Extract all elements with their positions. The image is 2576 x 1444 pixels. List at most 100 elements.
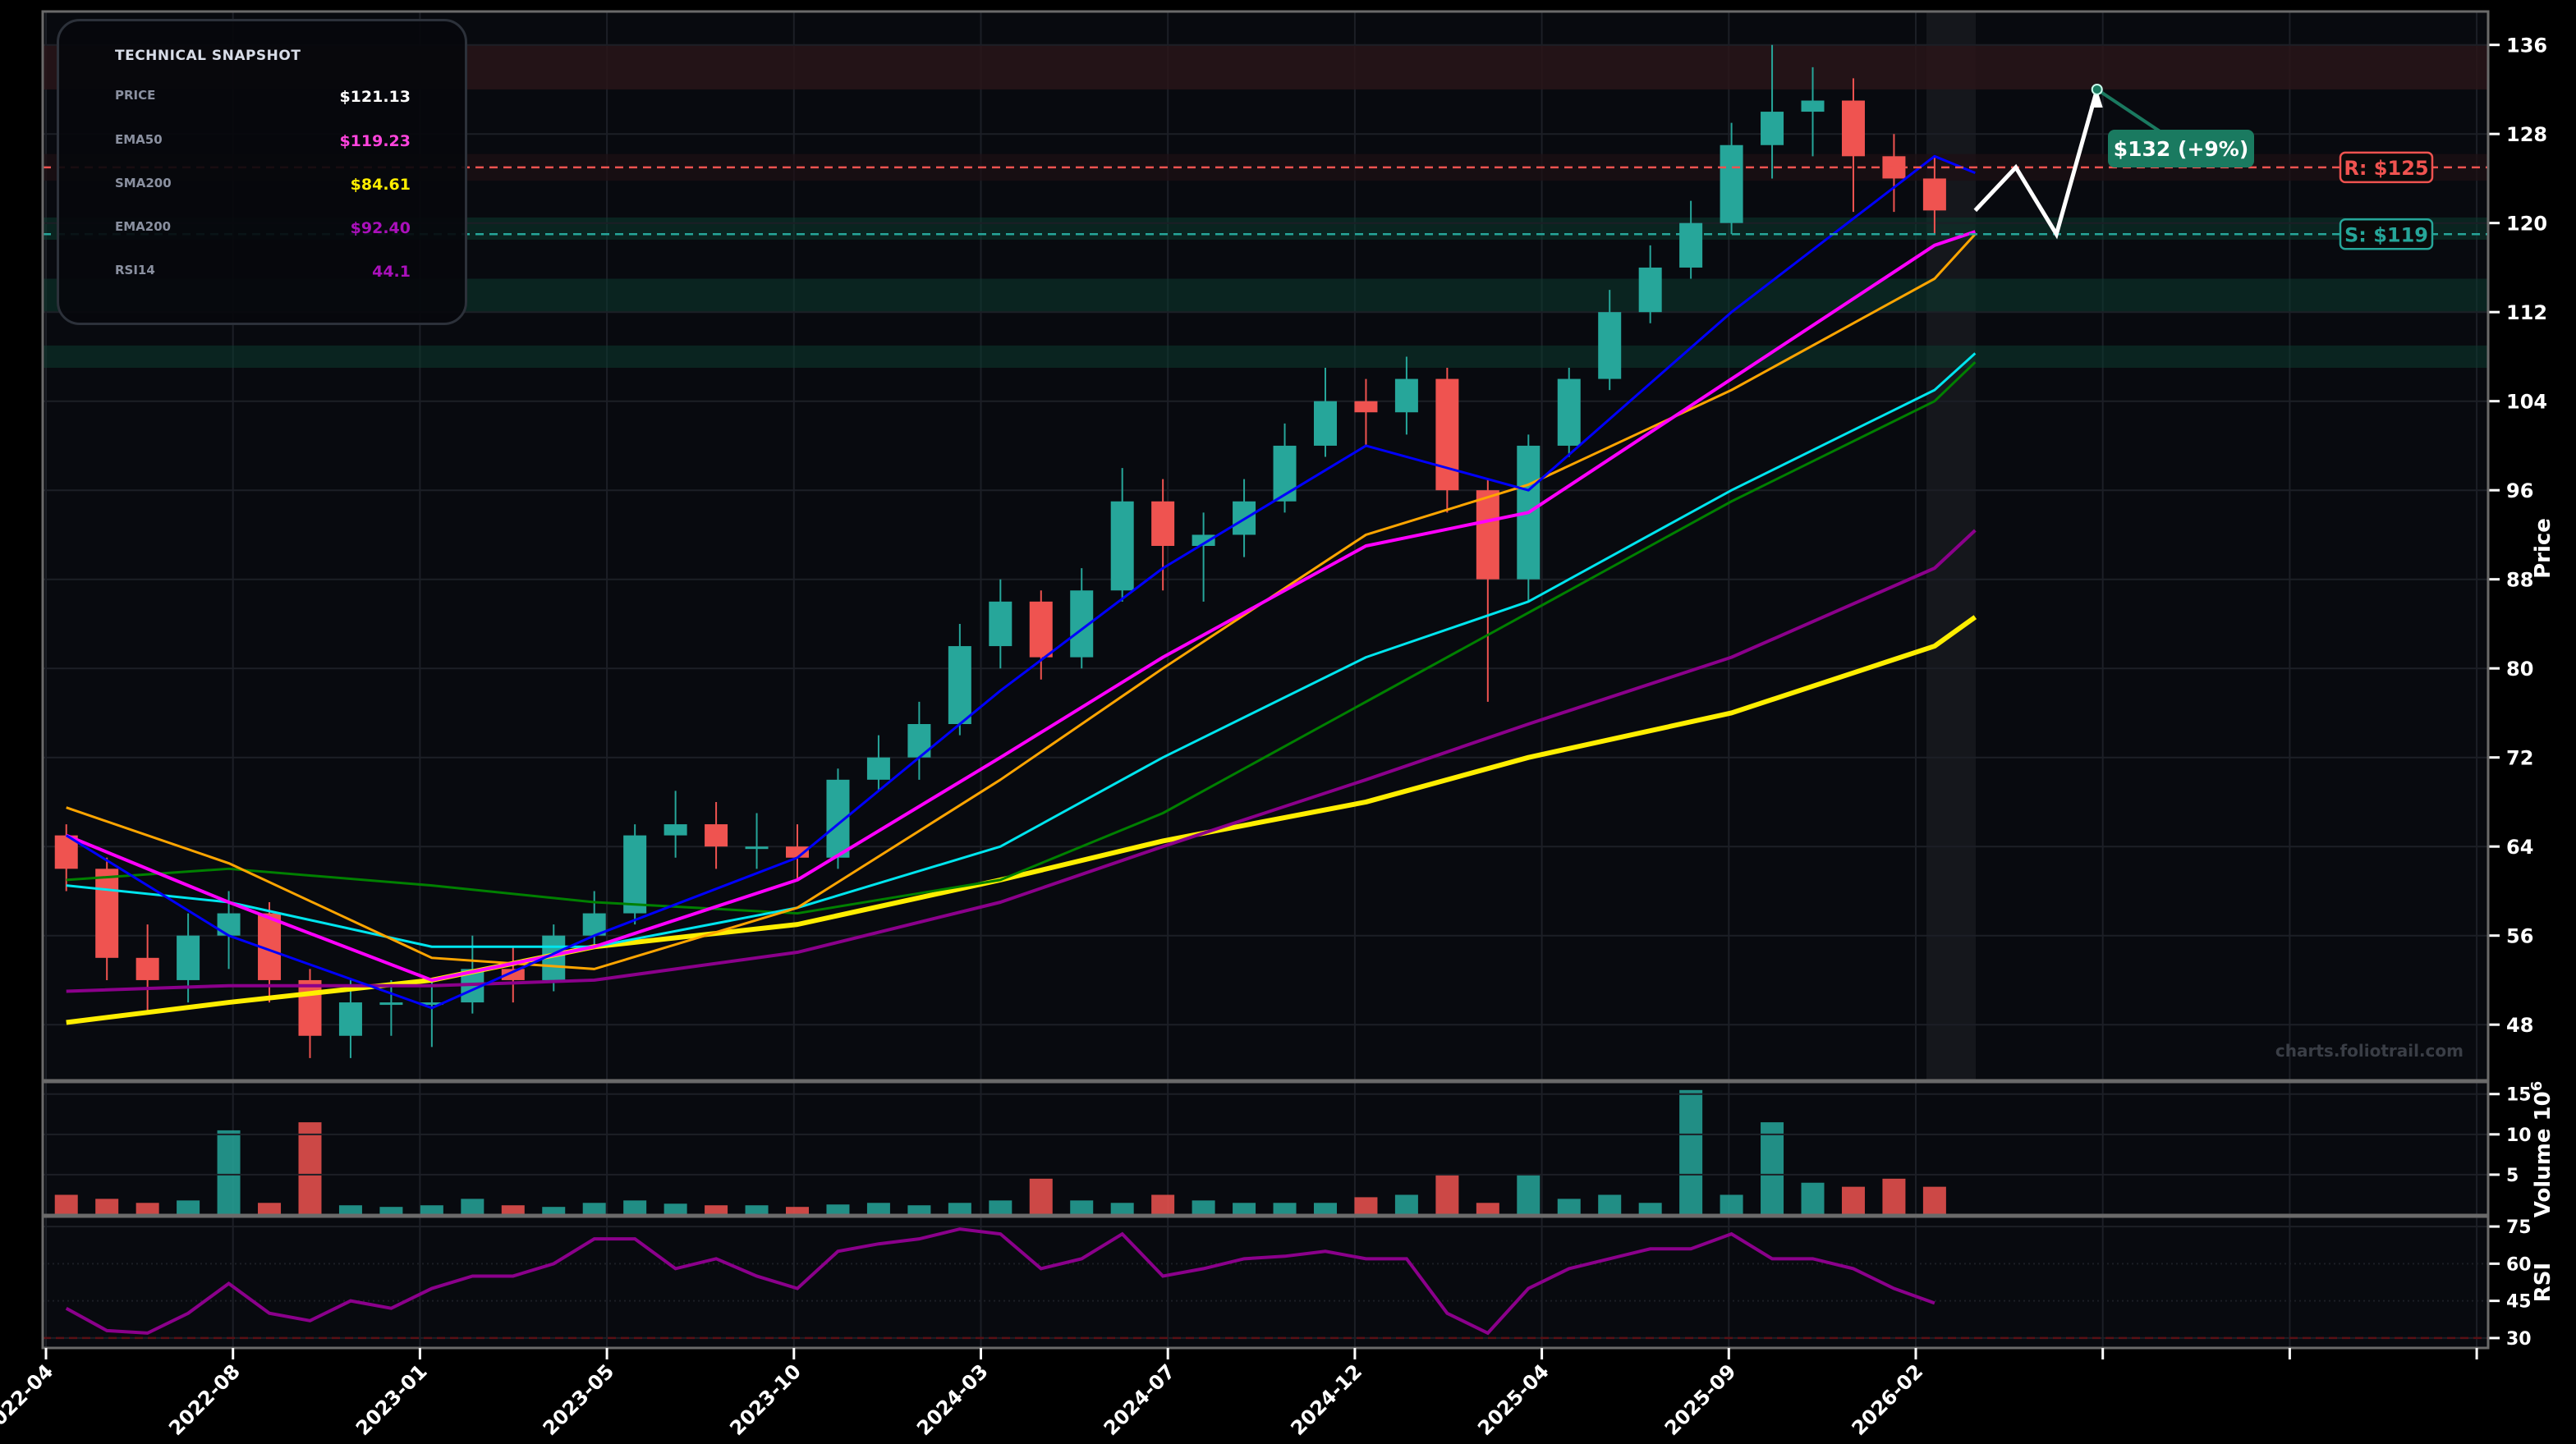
candle-body — [907, 724, 931, 758]
volume-bar — [948, 1203, 971, 1215]
volume-bar — [542, 1207, 566, 1215]
volume-bar — [1922, 1186, 1946, 1215]
snapshot-value: $92.40 — [350, 219, 411, 237]
price-tick-label: 56 — [2506, 925, 2533, 948]
snapshot-value: $121.13 — [339, 88, 411, 106]
volume-tick-label: 15 — [2506, 1085, 2532, 1106]
candle-body — [1192, 534, 1215, 546]
volume-bar — [1110, 1203, 1134, 1215]
price-tick-label: 120 — [2506, 213, 2547, 236]
price-tick-label: 128 — [2506, 123, 2547, 146]
rsi-tick-label: 75 — [2506, 1217, 2532, 1238]
candle-body — [1598, 312, 1622, 379]
snapshot-row-rsi14: RSI14 44.1 — [115, 263, 411, 282]
price-tick-label: 88 — [2506, 569, 2533, 592]
rsi-axis-label: RSI — [2531, 1263, 2555, 1302]
volume-bar — [1761, 1122, 1784, 1215]
candle-body — [501, 969, 525, 980]
candle-body — [948, 646, 971, 724]
candle-body — [1761, 112, 1784, 145]
rsi-panel — [43, 1217, 2488, 1348]
volume-bar — [664, 1203, 687, 1215]
x-tick-label: 2022-08 — [164, 1359, 245, 1440]
price-tick-label: 64 — [2506, 836, 2533, 859]
volume-bar — [338, 1205, 362, 1215]
volume-bar — [54, 1194, 78, 1215]
x-tick-label: 2024-03 — [912, 1359, 993, 1440]
x-tick-label: 2025-09 — [1660, 1359, 1741, 1440]
volume-bar — [95, 1199, 119, 1215]
volume-bar — [420, 1205, 443, 1215]
rsi-tick-label: 60 — [2506, 1254, 2532, 1275]
ema50-line — [65, 230, 1976, 982]
candle-body — [745, 846, 769, 850]
x-tick-label: 2023-05 — [539, 1359, 619, 1440]
volume-bar — [1313, 1203, 1337, 1215]
rsi-line — [65, 1227, 1935, 1336]
volume-bar — [298, 1122, 322, 1215]
volume-bar — [907, 1205, 931, 1215]
price-tick-label: 96 — [2506, 479, 2533, 502]
x-tick-label: 2023-10 — [725, 1359, 806, 1440]
resistance-label-box — [2339, 151, 2434, 184]
support-label: S: $119 — [2344, 223, 2428, 246]
price-tick-label: 136 — [2506, 34, 2547, 57]
volume-bar — [258, 1203, 282, 1215]
price-tick-label: 72 — [2506, 747, 2533, 770]
volume-bar — [1273, 1203, 1297, 1215]
snapshot-value: 44.1 — [372, 263, 411, 281]
candle-body — [1841, 100, 1865, 157]
snapshot-value: $84.61 — [350, 176, 411, 194]
volume-bar — [1801, 1182, 1825, 1215]
x-tick-label: 2022-04 — [0, 1359, 57, 1440]
projection-arrowhead — [2089, 89, 2103, 108]
volume-bar — [623, 1200, 647, 1215]
snapshot-row-sma200: SMA200 $84.61 — [115, 176, 411, 195]
volume-bar — [1638, 1203, 1662, 1215]
candle-body — [217, 913, 241, 936]
candle-body — [1394, 378, 1418, 413]
rsi-tick-label: 30 — [2506, 1329, 2532, 1350]
candle-body — [1557, 378, 1581, 446]
snapshot-value: $119.23 — [339, 132, 411, 150]
volume-bar — [1517, 1174, 1541, 1215]
volume-bar — [217, 1130, 241, 1215]
candle-body — [1720, 144, 1743, 223]
target-label-box — [2108, 130, 2254, 167]
candle-body — [1801, 100, 1825, 112]
price-axis-label: Price — [2531, 518, 2555, 579]
snapshot-row-price: PRICE $121.13 — [115, 88, 411, 108]
x-tick-label: 2026-02 — [1848, 1359, 1928, 1440]
moving-average-line — [66, 361, 1977, 915]
volume-axis-label: Volume 106 — [2528, 1081, 2555, 1217]
price-tick-label: 48 — [2506, 1014, 2533, 1037]
snapshot-row-ema50: EMA50 $119.23 — [115, 132, 411, 152]
support-label-box — [2339, 218, 2434, 250]
volume-bar — [461, 1199, 484, 1215]
volume-tick-label: 10 — [2506, 1125, 2532, 1146]
projection-path — [1973, 89, 2100, 240]
volume-bar — [1233, 1203, 1256, 1215]
candle-body — [989, 601, 1012, 647]
candle-body — [420, 1002, 443, 1006]
volume-bar — [1070, 1200, 1094, 1215]
rsi-tick-label: 45 — [2506, 1292, 2532, 1313]
volume-bar — [1841, 1186, 1865, 1215]
sma200-line — [66, 615, 1977, 1025]
volume-bar — [826, 1204, 850, 1215]
volume-tick-label: 5 — [2506, 1166, 2519, 1186]
volume-bar — [1476, 1203, 1499, 1215]
candle-body — [1151, 501, 1175, 546]
candle-body — [1110, 501, 1134, 591]
volume-bar — [1679, 1089, 1703, 1215]
ema200-line — [66, 529, 1977, 993]
volume-bar — [1029, 1178, 1053, 1215]
panel-frame — [41, 10, 2490, 1082]
x-tick-label: 2024-07 — [1100, 1359, 1180, 1440]
snapshot-label: SMA200 — [115, 176, 172, 190]
candle-body — [1435, 378, 1459, 491]
volume-bar — [786, 1207, 810, 1215]
candle-body — [664, 824, 687, 836]
volume-bar — [135, 1203, 159, 1215]
volume-bar — [1354, 1197, 1378, 1215]
